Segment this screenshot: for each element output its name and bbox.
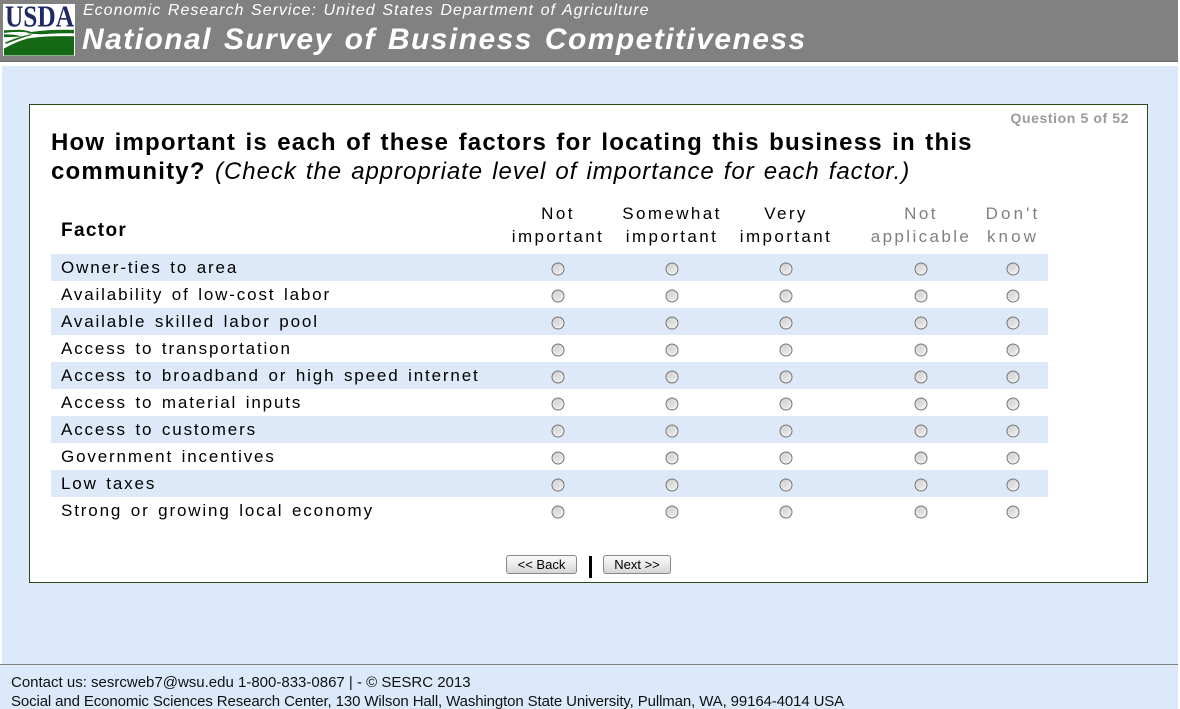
svg-text:USDA: USDA [5,4,74,34]
